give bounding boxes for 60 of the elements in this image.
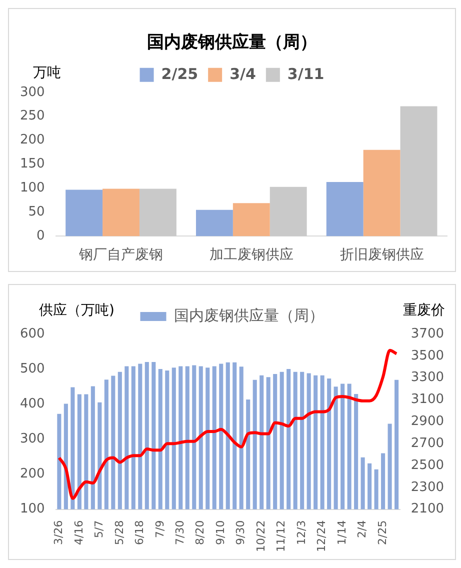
bar: [232, 203, 270, 236]
x-tick-label: 11/12: [274, 520, 288, 552]
y2-axis-title: 重废价: [403, 302, 445, 319]
x-tick-label: 加工废钢供应: [209, 247, 294, 264]
y-tick-label: 300: [20, 84, 45, 100]
y-tick-label: 600: [20, 326, 45, 342]
y-tick-label: 50: [28, 204, 45, 220]
x-tick-label: 折旧废钢供应: [340, 247, 424, 264]
y-tick-label: 200: [20, 466, 45, 482]
y-tick-label: 500: [20, 361, 45, 376]
y-tick-label: 300: [20, 432, 45, 447]
x-tick-label: 7/30: [173, 520, 186, 546]
y-tick-label: 100: [20, 502, 45, 517]
y2-tick-label: 2900: [410, 414, 444, 430]
bar: [66, 190, 103, 236]
x-tick-label: 钢厂自产废钢: [78, 247, 164, 264]
y2-tick-label: 3700: [410, 326, 444, 342]
y2-tick-label: 3500: [410, 348, 444, 364]
y2-tick-label: 3100: [410, 392, 444, 408]
x-tick-label: 4/16: [72, 520, 86, 546]
x-tick-label: 5/7: [92, 520, 106, 538]
y-tick-label: 0: [36, 228, 45, 244]
bar: [400, 106, 438, 236]
chart-title: 国内废钢供应量（周）: [147, 32, 317, 53]
x-tick-label: 3/26: [52, 520, 66, 546]
x-tick-label: 6/18: [133, 520, 146, 546]
bar: [139, 188, 176, 236]
bar: [270, 186, 307, 236]
y2-tick-label: 2700: [410, 436, 444, 451]
x-tick-label: 9/10: [214, 520, 227, 546]
x-tick-label: 9/30: [234, 520, 248, 546]
x-tick-label: 7/9: [153, 520, 166, 538]
y2-tick-label: 2300: [410, 480, 444, 495]
legend-label: 3/4: [230, 64, 256, 83]
x-tick-label: 12/24: [315, 520, 328, 552]
x-tick-label: 5/28: [112, 520, 126, 546]
y-tick-label: 150: [20, 156, 45, 172]
y2-tick-label: 2100: [410, 502, 444, 517]
bar: [326, 182, 364, 236]
x-tick-label: 10/22: [254, 520, 268, 552]
bar: [102, 188, 140, 236]
y-tick-label: 100: [20, 180, 45, 196]
y-tick-label: 200: [20, 132, 45, 148]
legend-label: 2/25: [161, 64, 198, 83]
bar: [363, 150, 400, 236]
legend-label: 3/11: [287, 64, 324, 83]
line-series: [58, 348, 398, 500]
x-tick-label: 1/14: [335, 520, 348, 546]
y2-tick-label: 2500: [410, 458, 444, 473]
legend-label: 国内废钢供应量（周）: [174, 306, 324, 324]
x-tick-label: 2/4: [356, 520, 369, 538]
y-tick-label: 400: [20, 396, 45, 412]
x-tick-label: 2/25: [376, 520, 389, 546]
x-tick-label: 12/3: [294, 520, 308, 546]
bar: [196, 210, 233, 236]
y-axis-title: 万吨: [33, 65, 61, 82]
y-axis-title: 供应（万吨): [39, 302, 114, 319]
y-tick-label: 250: [20, 108, 45, 124]
y2-tick-label: 3300: [410, 370, 444, 386]
x-tick-label: 8/20: [194, 520, 207, 546]
